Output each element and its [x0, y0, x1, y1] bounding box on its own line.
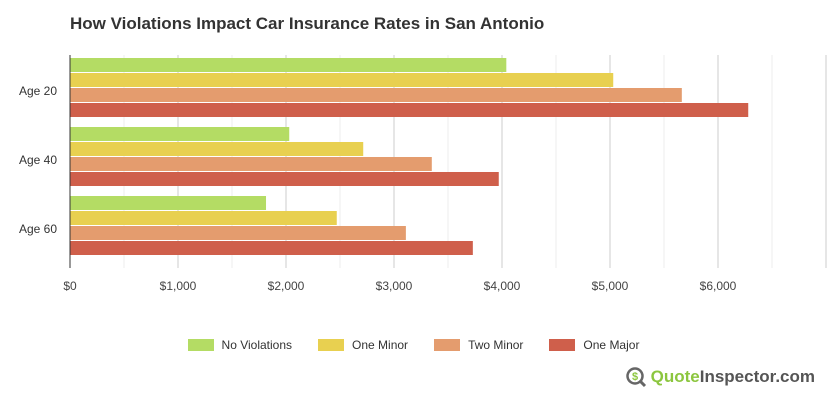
bar-one-minor	[70, 211, 337, 225]
bar-one-major	[70, 103, 749, 117]
y-category-label: Age 40	[19, 153, 57, 167]
legend: No Violations One Minor Two Minor One Major	[0, 338, 827, 352]
bar-no-violations	[70, 196, 267, 210]
quoteinspector-logo: $ Quote Inspector.com	[625, 366, 815, 388]
chart-title: How Violations Impact Car Insurance Rate…	[70, 14, 545, 33]
bar-two-minor	[70, 157, 432, 171]
bar-one-major	[70, 172, 499, 186]
bar-two-minor	[70, 88, 682, 102]
bar-one-major	[70, 241, 473, 255]
bar-no-violations	[70, 58, 507, 72]
svg-text:$: $	[632, 371, 638, 383]
legend-swatch	[549, 339, 576, 351]
x-tick-label: $3,000	[376, 279, 413, 293]
legend-item[interactable]: Two Minor	[434, 338, 523, 352]
legend-label: Two Minor	[468, 338, 524, 352]
legend-item[interactable]: No Violations	[187, 338, 293, 352]
legend-swatch	[434, 339, 461, 351]
legend-label: No Violations	[221, 338, 293, 352]
legend-label: One Minor	[352, 338, 409, 352]
y-category-label: Age 60	[19, 222, 57, 236]
bar-no-violations	[70, 127, 290, 141]
x-tick-label: $0	[63, 279, 77, 293]
legend-label: One Major	[583, 338, 640, 352]
y-category-label: Age 20	[19, 84, 57, 98]
legend-item[interactable]: One Minor	[318, 338, 408, 352]
bar-one-minor	[70, 142, 364, 156]
bar-one-minor	[70, 73, 614, 87]
legend-swatch	[187, 339, 214, 351]
x-tick-label: $5,000	[592, 279, 629, 293]
x-tick-label: $4,000	[484, 279, 521, 293]
magnifier-dollar-icon: $	[625, 367, 646, 388]
x-tick-label: $6,000	[700, 279, 737, 293]
x-tick-label: $1,000	[160, 279, 197, 293]
legend-swatch	[318, 339, 345, 351]
x-tick-label: $2,000	[268, 279, 305, 293]
bar-two-minor	[70, 226, 406, 240]
legend-item[interactable]: One Major	[549, 338, 639, 352]
